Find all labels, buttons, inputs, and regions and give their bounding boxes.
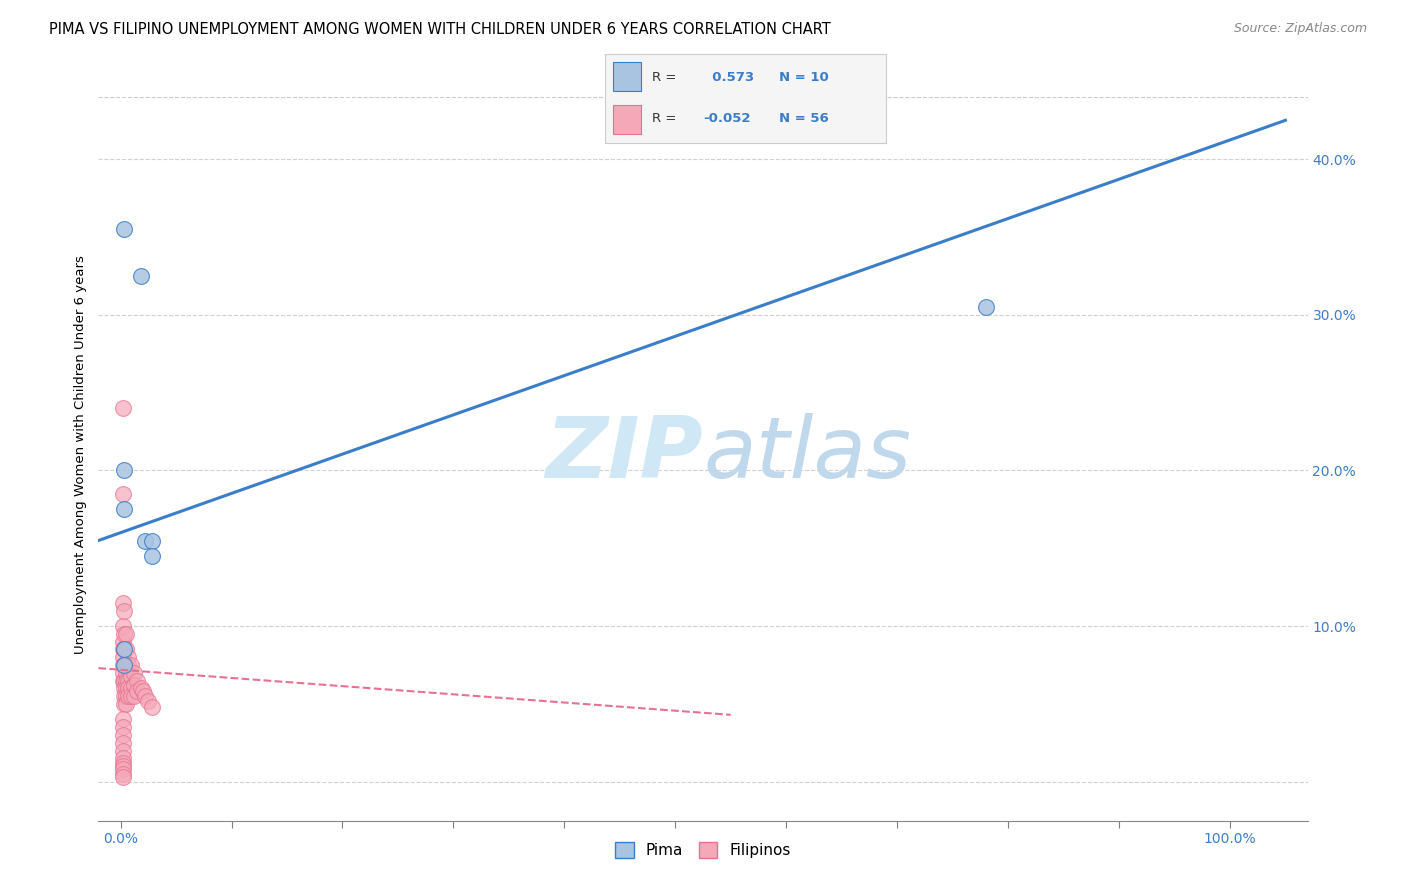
Point: [127, 673, 149, 688]
Point: [141, 700, 163, 714]
Point: [111, 720, 134, 734]
Legend: Pima, Filipinos: Pima, Filipinos: [609, 836, 797, 864]
Point: [111, 650, 134, 665]
Point: [111, 642, 134, 657]
Y-axis label: Unemployment Among Women with Children Under 6 years: Unemployment Among Women with Children U…: [75, 255, 87, 655]
Text: Source: ZipAtlas.com: Source: ZipAtlas.com: [1233, 22, 1367, 36]
Point: [115, 681, 138, 696]
Point: [141, 533, 163, 548]
Point: [111, 751, 134, 765]
Point: [122, 665, 145, 680]
Point: [112, 627, 135, 641]
Point: [120, 658, 142, 673]
Point: [111, 756, 134, 770]
FancyBboxPatch shape: [613, 62, 641, 91]
Point: [138, 694, 160, 708]
Point: [112, 502, 135, 516]
Point: [111, 634, 134, 648]
Text: atlas: atlas: [703, 413, 911, 497]
Point: [122, 689, 145, 703]
Text: N = 10: N = 10: [779, 71, 828, 84]
Point: [111, 736, 134, 750]
Point: [120, 681, 142, 696]
Point: [120, 689, 142, 703]
Point: [112, 697, 135, 711]
Point: [112, 658, 135, 673]
Point: [115, 665, 138, 680]
Point: [111, 767, 134, 781]
Point: [115, 673, 138, 688]
Point: [112, 681, 135, 696]
Point: [117, 673, 139, 688]
Point: [111, 401, 134, 416]
Point: [111, 770, 134, 784]
Point: [115, 697, 138, 711]
Point: [111, 665, 134, 680]
Point: [120, 669, 142, 683]
Point: [134, 689, 156, 703]
Point: [111, 596, 134, 610]
Text: R =: R =: [652, 112, 676, 125]
Point: [117, 658, 139, 673]
Text: R =: R =: [652, 71, 676, 84]
Point: [111, 658, 134, 673]
Point: [129, 681, 152, 696]
Text: ZIP: ZIP: [546, 413, 703, 497]
Point: [115, 689, 138, 703]
Point: [112, 222, 135, 236]
Point: [112, 642, 135, 657]
Text: 0.573: 0.573: [703, 71, 754, 84]
Point: [134, 533, 156, 548]
Point: [112, 673, 135, 688]
Point: [117, 681, 139, 696]
Text: -0.052: -0.052: [703, 112, 751, 125]
Point: [974, 300, 997, 314]
Point: [112, 689, 135, 703]
Text: N = 56: N = 56: [779, 112, 828, 125]
Point: [122, 678, 145, 692]
Point: [111, 759, 134, 773]
Point: [111, 619, 134, 633]
FancyBboxPatch shape: [613, 105, 641, 134]
Point: [111, 762, 134, 776]
Point: [111, 713, 134, 727]
Point: [115, 658, 138, 673]
Point: [112, 658, 135, 673]
Point: [132, 684, 155, 698]
Text: PIMA VS FILIPINO UNEMPLOYMENT AMONG WOMEN WITH CHILDREN UNDER 6 YEARS CORRELATIO: PIMA VS FILIPINO UNEMPLOYMENT AMONG WOME…: [49, 22, 831, 37]
Point: [115, 627, 138, 641]
Point: [112, 603, 135, 617]
Point: [111, 487, 134, 501]
Point: [111, 728, 134, 742]
Point: [117, 689, 139, 703]
Point: [127, 684, 149, 698]
Point: [111, 673, 134, 688]
Point: [112, 463, 135, 477]
Point: [129, 268, 152, 283]
Point: [112, 642, 135, 657]
Point: [111, 743, 134, 757]
Point: [115, 642, 138, 657]
Point: [117, 650, 139, 665]
Point: [141, 549, 163, 563]
